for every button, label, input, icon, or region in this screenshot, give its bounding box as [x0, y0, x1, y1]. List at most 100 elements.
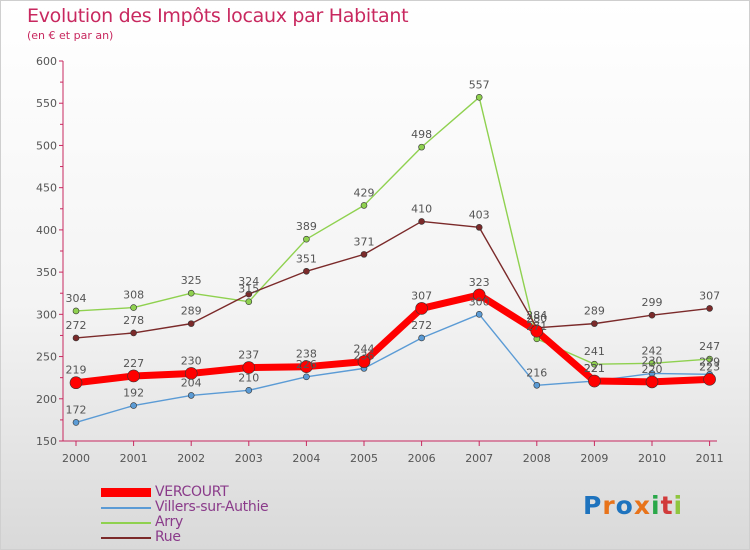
- legend-label: Villers-sur-Authie: [155, 499, 269, 515]
- data-label: 371: [354, 235, 375, 248]
- data-label: 557: [469, 78, 490, 91]
- logo-letter: i: [673, 491, 684, 520]
- data-label: 221: [584, 362, 605, 375]
- data-point: [187, 289, 195, 297]
- chart-title: Evolution des Impôts locaux par Habitant: [27, 5, 409, 27]
- y-tick-label: 300: [36, 308, 57, 321]
- logo-letter: P: [583, 491, 603, 520]
- data-label: 289: [181, 305, 202, 318]
- series-line-rue: [75, 220, 711, 339]
- data-point: [418, 143, 425, 151]
- data-label: 307: [699, 289, 720, 302]
- legend-swatch: [101, 536, 151, 539]
- data-label: 229: [699, 355, 720, 368]
- data-label: 226: [296, 358, 317, 371]
- logo-letter: i: [651, 491, 661, 520]
- data-point: [645, 375, 659, 389]
- x-tick-label: 2006: [408, 452, 436, 465]
- data-label: 280: [526, 312, 547, 325]
- logo-letter: t: [660, 491, 674, 520]
- data-label: 223: [699, 360, 720, 373]
- logo-letter: r: [602, 491, 616, 520]
- data-label: 284: [526, 309, 547, 322]
- data-point: [245, 298, 253, 305]
- data-label: 172: [66, 403, 87, 416]
- data-label: 241: [584, 345, 605, 358]
- data-point: [360, 202, 368, 209]
- data-point: [591, 360, 598, 368]
- data-label: 272: [411, 319, 432, 332]
- data-point: [475, 94, 483, 101]
- data-point: [69, 376, 83, 390]
- x-tick-label: 2009: [580, 452, 608, 465]
- data-point: [360, 251, 368, 258]
- proxiti-logo: Proxiti: [583, 491, 683, 520]
- y-tick-label: 200: [36, 393, 57, 406]
- data-label: 307: [411, 289, 432, 302]
- data-point: [648, 360, 656, 367]
- chart-subtitle: (en € et par an): [27, 29, 114, 42]
- legend-item: Rue: [101, 530, 268, 545]
- data-label: 325: [181, 274, 202, 287]
- data-point: [475, 224, 483, 231]
- logo-letter: x: [633, 491, 651, 520]
- data-point: [357, 355, 371, 368]
- legend-item: VERCOURT: [101, 485, 268, 500]
- data-point: [530, 324, 544, 338]
- y-tick-label: 450: [36, 182, 57, 195]
- x-tick-label: 2010: [638, 452, 666, 465]
- y-tick-label: 150: [36, 435, 57, 448]
- data-point: [72, 334, 80, 342]
- data-label: 324: [238, 275, 259, 288]
- data-point: [130, 304, 137, 311]
- legend-swatch: [101, 488, 151, 497]
- data-label: 230: [181, 354, 202, 367]
- data-point: [300, 360, 313, 373]
- data-point: [303, 373, 310, 381]
- legend-swatch: [101, 506, 151, 509]
- data-point: [187, 392, 195, 399]
- data-point: [184, 367, 198, 380]
- data-point: [130, 402, 137, 409]
- data-point: [303, 267, 310, 275]
- legend-item: Arry: [101, 515, 268, 530]
- data-label: 204: [181, 376, 202, 389]
- data-label: 351: [296, 252, 317, 265]
- data-label: 242: [642, 344, 663, 357]
- data-label: 236: [354, 349, 375, 362]
- data-point: [706, 305, 713, 312]
- data-point: [591, 320, 598, 327]
- legend-label: Arry: [155, 514, 183, 530]
- data-label: 304: [66, 292, 87, 305]
- data-label: 410: [411, 202, 432, 215]
- data-label: 221: [584, 362, 605, 375]
- data-point: [706, 355, 713, 363]
- data-label: 227: [123, 357, 144, 370]
- data-point: [245, 290, 253, 298]
- data-point: [703, 373, 716, 386]
- data-point: [472, 288, 486, 302]
- data-point: [415, 302, 428, 315]
- data-point: [242, 361, 256, 374]
- data-label: 389: [296, 220, 317, 233]
- data-label: 220: [642, 363, 663, 376]
- legend-item: Villers-sur-Authie: [101, 499, 269, 515]
- data-label: 323: [469, 276, 490, 289]
- series-line-arry: [75, 96, 711, 365]
- data-label: 219: [66, 364, 87, 377]
- data-point: [475, 311, 483, 318]
- x-tick-label: 2011: [696, 452, 724, 465]
- x-tick-label: 2007: [465, 452, 493, 465]
- x-tick-label: 2001: [120, 452, 148, 465]
- data-label: 238: [296, 348, 317, 361]
- data-label: 315: [238, 283, 259, 296]
- data-point: [187, 320, 195, 327]
- x-tick-label: 2005: [350, 452, 378, 465]
- data-label: 192: [123, 387, 144, 400]
- data-label: 498: [411, 128, 432, 141]
- data-point: [418, 334, 425, 342]
- data-label: 308: [123, 289, 144, 302]
- data-point: [533, 381, 541, 389]
